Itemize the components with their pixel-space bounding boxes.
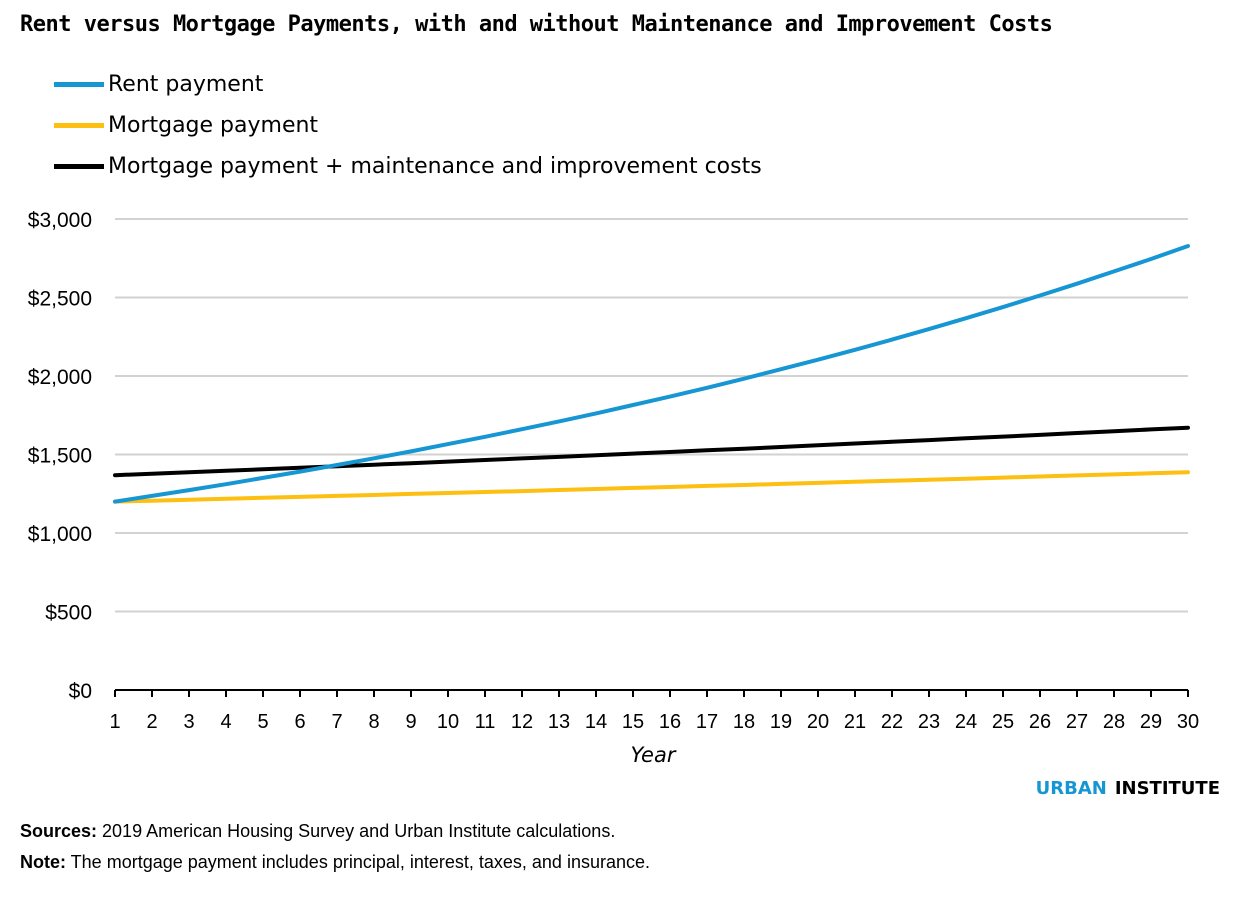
y-axis-tick-labels: $0 $500 $1,000 $1,500 $2,000 $2,500 $3,000 xyxy=(28,209,92,703)
x-tick-label: 27 xyxy=(1066,711,1088,733)
sources-text: 2019 American Housing Survey and Urban I… xyxy=(97,821,616,841)
legend: Rent payment Mortgage payment Mortgage p… xyxy=(54,64,762,187)
sources-label: Sources: xyxy=(20,821,98,841)
legend-swatch-mortgage xyxy=(54,123,104,128)
legend-label-mortgage: Mortgage payment xyxy=(108,113,319,138)
x-tick-label: 3 xyxy=(183,711,194,733)
x-tick-label: 16 xyxy=(659,711,681,733)
x-tick-label: 21 xyxy=(844,711,866,733)
y-tick-label: $0 xyxy=(69,680,92,703)
x-tick-label: 6 xyxy=(294,711,305,733)
y-tick-label: $3,000 xyxy=(28,209,92,232)
brand-institute: INSTITUTE xyxy=(1114,778,1220,799)
urban-institute-logo: URBAN INSTITUTE xyxy=(1036,778,1220,799)
note-line: Note: The mortgage payment includes prin… xyxy=(20,847,650,878)
x-tick-label: 1 xyxy=(109,711,120,733)
x-tick-label: 17 xyxy=(696,711,718,733)
footnotes: Sources: 2019 American Housing Survey an… xyxy=(20,816,650,878)
x-tick-label: 28 xyxy=(1103,711,1125,733)
y-tick-label: $500 xyxy=(45,602,92,625)
x-tick-label: 19 xyxy=(770,711,792,733)
y-tick-label: $1,000 xyxy=(28,523,92,546)
gridlines xyxy=(115,218,1188,613)
x-tick-label: 10 xyxy=(437,711,459,733)
sources-line: Sources: 2019 American Housing Survey an… xyxy=(20,816,650,847)
x-tick-label: 5 xyxy=(257,711,268,733)
legend-swatch-mortgage-plus xyxy=(54,164,104,169)
chart-title: Rent versus Mortgage Payments, with and … xyxy=(20,12,1053,37)
x-tick-label: 25 xyxy=(992,711,1014,733)
x-tick-label: 7 xyxy=(331,711,342,733)
x-axis-tick-labels: 1 2 3 4 5 6 7 8 9 10 11 12 13 14 15 16 17 18 19 20 21 22 23 24 2… xyxy=(109,711,1199,733)
x-tick-label: 9 xyxy=(405,711,416,733)
y-tick-label: $2,000 xyxy=(28,366,92,389)
brand-urban: URBAN xyxy=(1035,778,1107,799)
x-tick-label: 13 xyxy=(548,711,570,733)
series-line-0 xyxy=(113,244,1190,504)
x-tick-label: 15 xyxy=(622,711,644,733)
legend-item-mortgage-plus: Mortgage payment + maintenance and impro… xyxy=(54,146,762,187)
x-tick-label: 26 xyxy=(1029,711,1051,733)
x-tick-label: 18 xyxy=(733,711,755,733)
x-tick-label: 30 xyxy=(1177,711,1199,733)
y-tick-label: $2,500 xyxy=(28,288,92,311)
x-tick-label: 2 xyxy=(146,711,157,733)
y-tick-label: $1,500 xyxy=(28,445,92,468)
x-axis-label: Year xyxy=(631,743,677,767)
x-tick-label: 12 xyxy=(511,711,533,733)
x-tick-label: 22 xyxy=(881,711,903,733)
legend-label-rent: Rent payment xyxy=(108,72,264,97)
x-tick-label: 24 xyxy=(955,711,977,733)
series-line-2 xyxy=(113,425,1190,478)
x-tick-label: 4 xyxy=(220,711,231,733)
legend-swatch-rent xyxy=(54,82,104,87)
legend-item-rent: Rent payment xyxy=(54,64,762,105)
x-tick-label: 8 xyxy=(368,711,379,733)
x-axis xyxy=(114,689,1189,697)
x-tick-label: 23 xyxy=(918,711,940,733)
legend-item-mortgage: Mortgage payment xyxy=(54,105,762,146)
series-line-1 xyxy=(113,470,1190,504)
legend-label-mortgage-plus: Mortgage payment + maintenance and impro… xyxy=(108,154,762,179)
x-tick-label: 29 xyxy=(1140,711,1162,733)
note-text: The mortgage payment includes principal,… xyxy=(66,852,650,872)
note-label: Note: xyxy=(20,852,66,872)
x-tick-label: 11 xyxy=(475,711,496,733)
series-lines xyxy=(113,244,1190,504)
x-tick-label: 14 xyxy=(585,711,607,733)
x-tick-label: 20 xyxy=(807,711,829,733)
